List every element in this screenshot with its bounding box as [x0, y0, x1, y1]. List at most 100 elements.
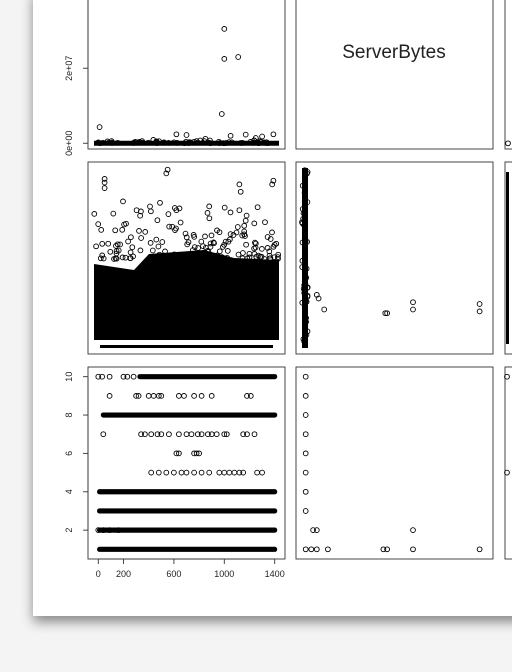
row3-point: [183, 469, 190, 476]
row3-point: [240, 469, 247, 476]
row2-point: [259, 246, 265, 252]
row3-col2-point: [310, 527, 316, 533]
row2-point: [129, 244, 136, 251]
row2-outlier-point: [153, 236, 160, 243]
row1-point: [237, 140, 244, 146]
row2-point: [125, 238, 131, 245]
row1-point: [183, 138, 189, 145]
row2-point: [243, 241, 249, 248]
row2-point: [222, 255, 228, 262]
panel-r2c3: [504, 161, 512, 355]
row1-outlier-point: [218, 111, 225, 117]
row3-point: [191, 469, 197, 476]
row3-point: [171, 469, 177, 476]
row3-col2-point: [302, 546, 309, 553]
row2-point: [269, 229, 275, 236]
row2-point: [206, 203, 213, 210]
row2-point: [119, 226, 126, 233]
row1-ytick-label: 2e+07: [64, 56, 74, 81]
row1-point: [262, 140, 268, 146]
row2-point: [252, 240, 259, 247]
row2-point: [262, 219, 268, 226]
row2-col2-column: [302, 168, 308, 348]
row3-point: [158, 393, 165, 399]
row3-point: [244, 393, 250, 399]
row1-outlier-point: [270, 131, 277, 138]
row2-point: [220, 244, 226, 250]
row2-point: [224, 248, 231, 254]
row1-points: [94, 26, 511, 147]
row2-point: [127, 255, 134, 262]
row2-point: [147, 240, 154, 246]
row2-point: [93, 243, 99, 250]
row2-points: [91, 166, 509, 348]
row3-col2-point: [302, 488, 309, 495]
row2-point: [190, 247, 196, 253]
row2-point: [207, 240, 214, 247]
row3-point: [259, 469, 265, 476]
row3-point: [188, 431, 195, 438]
row2-point: [99, 252, 106, 259]
row3-point: [99, 373, 105, 380]
row1-point: [239, 140, 246, 146]
row2-point: [214, 252, 221, 259]
row1-outlier-point: [96, 124, 103, 130]
row3-point: [148, 431, 155, 438]
row2-point: [191, 234, 198, 240]
row3-point: [244, 431, 250, 438]
row2-point: [91, 211, 98, 217]
row2-col2-outlier-point: [321, 306, 328, 313]
row1-outlier-point: [183, 132, 190, 138]
row2-bottom-band: [100, 345, 273, 348]
row3-point: [133, 393, 139, 399]
row3-point: [191, 393, 197, 399]
row2-point: [179, 255, 186, 262]
row2-point: [160, 252, 167, 259]
diagonal-variable-label: ServerBytes: [342, 42, 445, 63]
row3-point: [155, 393, 162, 399]
row3-point: [198, 393, 205, 399]
row3-point: [154, 431, 161, 438]
row2-point: [105, 240, 112, 247]
row1-point: [193, 138, 200, 144]
row3-point: [115, 527, 122, 533]
row2-outlier-point: [270, 177, 277, 184]
panel-r3c2: [295, 366, 494, 560]
row1-point: [131, 139, 137, 146]
row2-col2-outlier-point: [476, 301, 483, 307]
row2-outlier-point: [163, 170, 170, 177]
row1-point: [171, 139, 177, 146]
row3-xtick-label: 600: [166, 569, 181, 579]
row3-point: [205, 431, 211, 438]
row3-level-band: [97, 527, 278, 533]
row2-point: [204, 248, 211, 254]
row2-point: [266, 248, 273, 255]
row2-point: [130, 253, 136, 260]
row3-col2-point: [302, 508, 309, 514]
row2-point: [138, 208, 144, 215]
row2-point: [266, 252, 273, 259]
row2-point: [156, 251, 163, 258]
row3-point: [142, 431, 148, 438]
row2-col2-point: [299, 264, 306, 270]
row3-point: [148, 469, 155, 476]
row1-point: [100, 139, 106, 146]
row2-col2-outlier-point: [476, 308, 483, 315]
row2-point: [258, 253, 265, 260]
row3-col2-point: [410, 546, 416, 553]
row2-col2-outlier-point: [410, 306, 416, 313]
row1-ytick-label: 0e+00: [64, 131, 74, 156]
row3-level-band: [97, 546, 278, 552]
row2-point: [165, 253, 172, 260]
row3-point: [106, 393, 113, 399]
row2-point: [176, 205, 183, 212]
row3-ytick-label: 6: [64, 451, 74, 456]
row3-level-band: [97, 489, 278, 495]
row2-point: [195, 245, 201, 251]
row2-col2-outlier-point: [382, 310, 389, 317]
row2-col2-point: [301, 190, 308, 196]
row1-point: [95, 139, 102, 146]
row3-point: [130, 373, 137, 380]
row3-point: [247, 393, 254, 399]
